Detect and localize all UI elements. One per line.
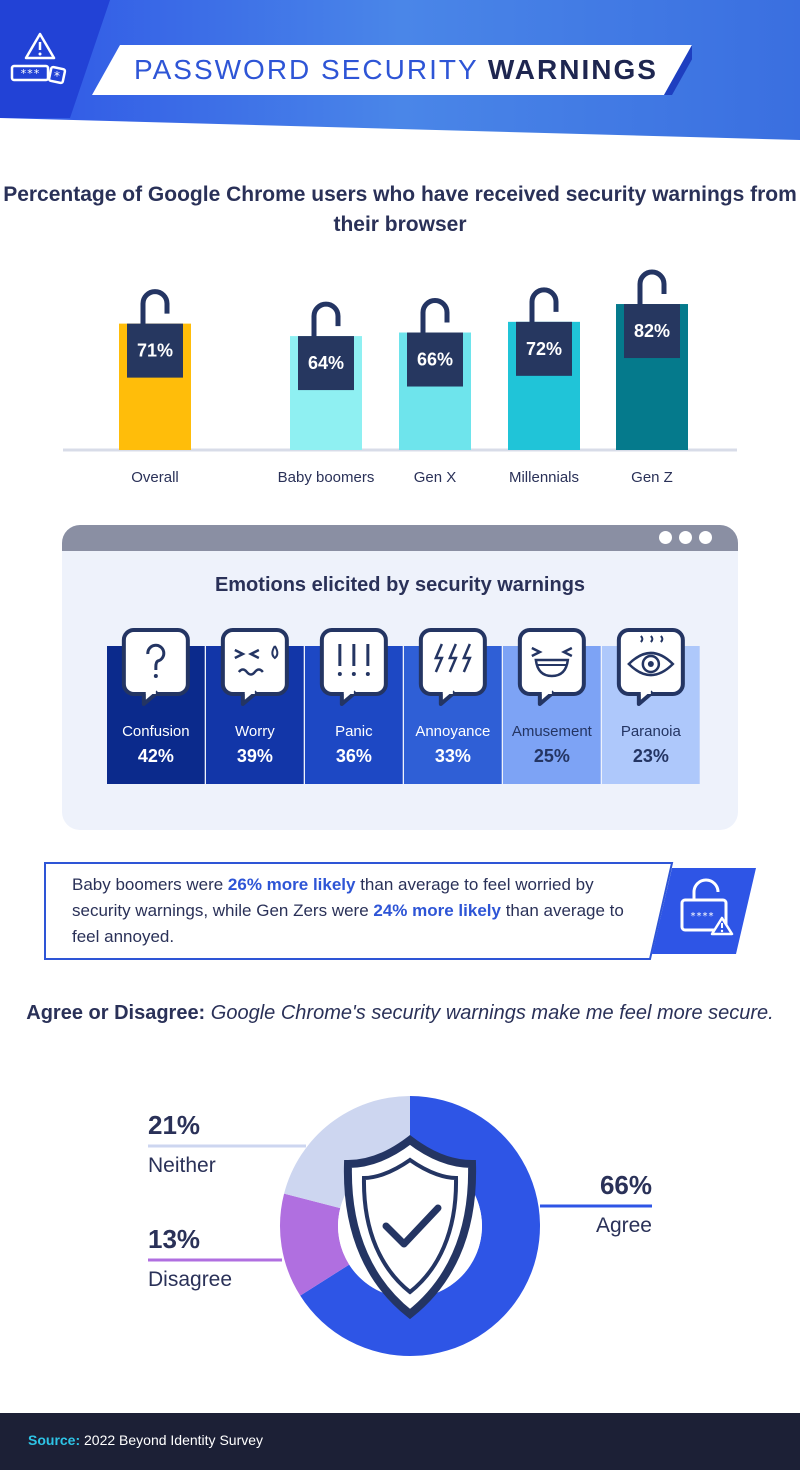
category-label: Gen Z <box>631 469 673 486</box>
lock-body <box>127 323 183 378</box>
callout-highlight: 26% more likely <box>227 875 356 894</box>
lock-shackle-icon <box>420 298 450 335</box>
lock-shackle-icon <box>311 301 341 339</box>
callout-text-part: than average to feel annoyed. <box>72 901 624 946</box>
shield-check-icon <box>343 1134 477 1320</box>
agreement-donut-chart: 66% Agree 13% Disagree 21% Neither <box>148 1096 652 1356</box>
source-text: 2022 Beyond Identity Survey <box>84 1432 264 1448</box>
donut-slice <box>300 1096 540 1356</box>
footer: Source: 2022 Beyond Identity Survey <box>0 1413 800 1470</box>
emotion-label: Paranoia <box>621 723 682 740</box>
eye-icon <box>616 628 685 706</box>
donut-title-bold: Agree or Disagree: <box>26 1002 206 1024</box>
bar-value-label: 82% <box>634 321 670 341</box>
callout-text: Baby boomers were 26% more likely than a… <box>72 872 652 950</box>
emotion-label: Panic <box>335 723 373 740</box>
callout-text-part: than average to feel worried by security… <box>72 875 594 920</box>
title-banner <box>92 45 692 95</box>
bar-chart-title: Percentage of Google Chrome users who ha… <box>3 183 797 236</box>
window-dot <box>679 531 692 544</box>
slice-value-label: 21% <box>148 1110 200 1140</box>
slice-value-label: 13% <box>148 1224 200 1254</box>
lock-body <box>298 336 354 391</box>
window-dot <box>699 531 712 544</box>
title-light-part: PASSWORD SECURITY <box>134 54 479 85</box>
callout-text-part: Baby boomers were <box>72 875 228 894</box>
bar-value-label: 72% <box>526 339 562 359</box>
bar-value-label: 64% <box>308 353 344 373</box>
slice-value-label: 66% <box>600 1170 652 1200</box>
slice-category-label: Agree <box>596 1214 652 1237</box>
source-line: Source: 2022 Beyond Identity Survey <box>28 1432 263 1448</box>
window-dot <box>659 531 672 544</box>
lock-shackle-icon <box>529 287 559 324</box>
page-title: PASSWORD SECURITY WARNINGS <box>134 52 658 88</box>
emotion-label: Confusion <box>122 723 190 740</box>
emotion-value: 25% <box>534 746 570 766</box>
emotion-value: 36% <box>336 746 372 766</box>
svg-text:***: *** <box>20 67 40 80</box>
lock-warning-icon: **** <box>652 868 756 954</box>
category-label: Millennials <box>509 469 579 486</box>
category-label: Baby boomers <box>278 469 375 486</box>
callout-highlight: 24% more likely <box>373 901 501 920</box>
laughing-face-icon <box>517 628 586 706</box>
donut-chart-title: Agree or Disagree: Google Chrome's secur… <box>0 998 800 1028</box>
source-label: Source: <box>28 1432 81 1448</box>
slice-category-label: Disagree <box>148 1268 232 1291</box>
emotion-label: Worry <box>235 723 275 740</box>
category-label: Overall <box>131 469 179 486</box>
category-label: Gen X <box>414 469 457 486</box>
title-bold-part: WARNINGS <box>487 54 658 85</box>
lock-body <box>407 332 463 387</box>
emotion-value: 33% <box>435 746 471 766</box>
insight-callout: Baby boomers were 26% more likely than a… <box>44 862 674 960</box>
emotion-value: 39% <box>237 746 273 766</box>
svg-text:****: **** <box>690 911 714 922</box>
question-mark-icon <box>121 628 190 706</box>
bar-value-label: 66% <box>417 350 453 370</box>
lightning-bolts-icon <box>418 628 487 706</box>
callout-frame <box>44 862 674 960</box>
emotions-chart-title: Emotions elicited by security warnings <box>214 574 586 596</box>
donut-title-italic: Google Chrome's security warnings make m… <box>210 1002 774 1024</box>
emotions-chart: Confusion 42% Worry 39% Panic 36% Annoyance 33%… <box>107 628 700 784</box>
emotion-value: 23% <box>633 746 669 766</box>
donut-slice <box>284 1096 410 1209</box>
lock-shackle-icon <box>637 269 667 307</box>
received-warnings-bar-chart: 71% Overall 64% Baby boomers 66% Gen X 72% Mill… <box>63 269 737 486</box>
donut-slice <box>280 1193 350 1296</box>
panel-titlebar <box>62 525 738 551</box>
emotion-label: Annoyance <box>415 723 490 740</box>
svg-text:*: * <box>54 69 60 83</box>
slice-category-label: Neither <box>148 1154 216 1177</box>
emotion-value: 42% <box>138 746 174 766</box>
emotion-label: Amusement <box>512 723 593 740</box>
warning-password-icon: *** * <box>10 32 67 85</box>
lock-shackle-icon <box>140 289 170 326</box>
lock-body <box>516 321 572 376</box>
lock-body <box>624 304 680 359</box>
worried-face-icon <box>220 628 289 706</box>
bar-value-label: 71% <box>137 341 173 361</box>
exclamation-marks-icon <box>319 628 388 706</box>
